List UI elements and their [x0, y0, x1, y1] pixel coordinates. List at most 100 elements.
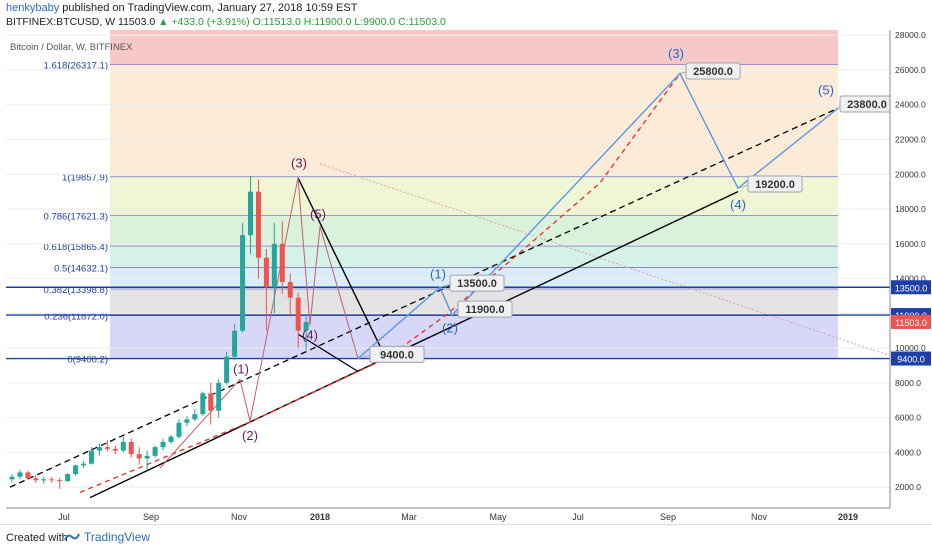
- candle-body: [255, 191, 261, 258]
- target-callout-box: [369, 345, 425, 363]
- target-callout-box: [685, 62, 741, 80]
- x-tick-label: May: [489, 512, 507, 522]
- candle-body: [49, 479, 55, 481]
- fib-zone: [110, 215, 838, 247]
- candle-body: [65, 474, 71, 482]
- elliott-wave-history: [159, 177, 359, 469]
- candle-body: [41, 479, 47, 481]
- candle-body: [248, 191, 253, 236]
- target-callout-box: [449, 274, 505, 292]
- candle-body: [303, 321, 309, 331]
- candle-body: [128, 441, 134, 455]
- wave-label: (5): [310, 207, 326, 222]
- projected-wave-label: (4): [730, 197, 746, 212]
- fib-level-label: 0(9400.2): [67, 355, 108, 366]
- y-tick-label: 2000.0: [895, 482, 921, 492]
- chart-header: henkybaby published on TradingView.com, …: [0, 0, 932, 30]
- y-tick-label: 18000.0: [895, 204, 926, 214]
- candle-body: [33, 478, 39, 481]
- candle-body: [240, 235, 246, 331]
- x-tick-label: Sep: [143, 512, 159, 522]
- wave-label: (3): [291, 155, 307, 170]
- tradingview-brand[interactable]: TradingView: [64, 530, 150, 544]
- x-tick-label: Mar: [401, 512, 417, 522]
- symbol-main: BITFINEX:BTCUSD, W 11503.0: [6, 16, 156, 28]
- y-tick-label: 26000.0: [895, 65, 926, 75]
- y-tick-label: 28000.0: [895, 30, 926, 40]
- y-tick-label: 10000.0: [895, 343, 926, 353]
- candle-body: [25, 472, 31, 479]
- symbol-info: BITFINEX:BTCUSD, W 11503.0 ▲ +433.0 (+3.…: [6, 16, 446, 28]
- fib-level-label: 0.382(13398.8): [44, 285, 108, 296]
- tradingview-label: TradingView: [84, 530, 151, 544]
- target-callout-text: 23800.0: [847, 99, 887, 111]
- y-tick-label: 4000.0: [895, 447, 921, 457]
- target-callout-box: [457, 300, 513, 318]
- ohlc-values: O:11513.0 H:11900.0 L:9900.0 C:11503.0: [252, 16, 446, 28]
- fib-zone: [110, 315, 838, 359]
- price-tag-text: 11503.0: [895, 318, 927, 328]
- created-with-text: Created with: [6, 532, 68, 544]
- resistance-trendline: [297, 177, 387, 359]
- x-tick-label: Jul: [58, 512, 70, 522]
- projected-wave-label: (2): [442, 320, 458, 335]
- y-tick-label: 8000.0: [895, 378, 921, 388]
- fib-zone: [110, 30, 838, 65]
- projection-path: [79, 73, 681, 494]
- candle-body: [287, 282, 293, 298]
- target-callout-text: 13500.0: [457, 278, 497, 290]
- fib-zone: [110, 246, 838, 268]
- candle-body: [57, 480, 63, 482]
- candle-body: [168, 436, 174, 442]
- price-chart[interactable]: 1.618(26317.1) 1(19857.9) 0.786(17621.3) 0.…: [0, 30, 932, 524]
- footer: Created with TradingView: [0, 524, 932, 551]
- x-tick-label: Sep: [660, 512, 676, 522]
- x-tick-label: 2019: [838, 512, 858, 522]
- fib-level-label: 0.786(17621.3): [44, 212, 108, 223]
- candle-body: [232, 330, 238, 357]
- price-axis: [890, 30, 932, 508]
- fib-level-label: 0.236(11872.0): [44, 312, 108, 323]
- candle-body: [192, 414, 198, 420]
- target-callout-text: 25800.0: [693, 66, 733, 78]
- candle-body: [136, 454, 142, 459]
- price-tag-text: 9400.0: [897, 355, 925, 365]
- candle-body: [224, 356, 230, 383]
- x-tick-label: Nov: [231, 512, 248, 522]
- fib-level-label: 0.618(15865.4): [44, 242, 108, 253]
- candle-body: [271, 243, 277, 288]
- candle-body: [144, 455, 150, 459]
- price-tag: [891, 314, 931, 329]
- price-tag: [891, 280, 931, 295]
- wave-label: (4): [302, 327, 318, 342]
- candle-body: [160, 441, 166, 448]
- fib-level-label: 1(19857.9): [62, 173, 108, 184]
- x-tick-label: 2018: [310, 512, 330, 522]
- published-text: published on TradingView.com, January 27…: [62, 2, 358, 14]
- candle-body: [263, 257, 269, 288]
- wave-label: (2): [242, 428, 258, 443]
- author-link[interactable]: henkybaby: [6, 2, 60, 14]
- support-trendline: [89, 191, 739, 499]
- price-tag: [891, 351, 931, 366]
- wedge-trendline: [297, 333, 359, 373]
- x-tick-label: Jul: [572, 512, 584, 522]
- change-value: ▲ +433.0 (+3.91%): [158, 16, 250, 28]
- y-tick-label: 20000.0: [895, 169, 926, 179]
- projected-wave-label: (1): [430, 267, 446, 282]
- target-callout-text: 11900.0: [465, 304, 504, 316]
- y-tick-label: 14000.0: [895, 274, 926, 284]
- target-callout-text: 19200.0: [755, 179, 795, 191]
- candle-body: [208, 393, 214, 411]
- candle-body: [96, 447, 102, 451]
- candle-body: [120, 441, 126, 451]
- projected-wave-path: [357, 72, 839, 360]
- projected-wave-label: (3): [668, 46, 684, 61]
- projected-wave-label: (5): [818, 82, 834, 97]
- fib-level-label: 1.618(26317.1): [44, 60, 108, 71]
- candle-body: [73, 465, 79, 475]
- fib-zone: [110, 64, 838, 177]
- fib-level-label: 0.5(14632.1): [54, 264, 108, 275]
- candle-body: [184, 419, 190, 423]
- publish-info: henkybaby published on TradingView.com, …: [6, 2, 357, 14]
